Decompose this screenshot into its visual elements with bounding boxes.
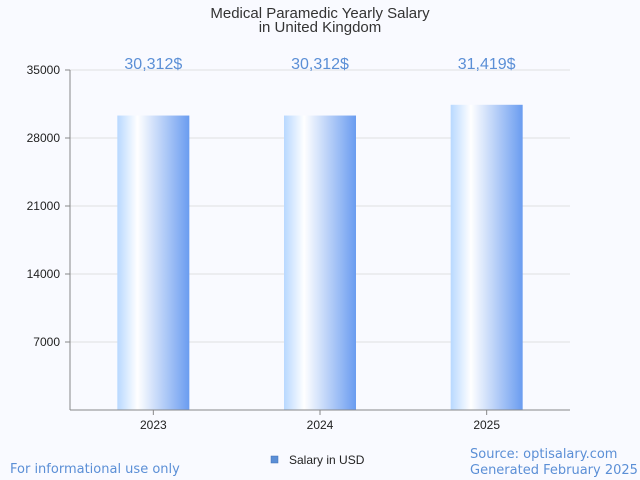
bar-2024 xyxy=(284,115,356,410)
bars xyxy=(117,104,523,410)
x-tick-label-2025: 2025 xyxy=(473,418,500,432)
source-block: Source: optisalary.com Generated Februar… xyxy=(470,447,638,479)
y-axis-ticks: 35000 28000 21000 14000 7000 xyxy=(27,63,70,349)
legend-swatch xyxy=(270,455,279,464)
y-tick-label: 35000 xyxy=(27,63,61,77)
data-label-2024: 30,312$ xyxy=(291,56,349,73)
x-tick-label-2023: 2023 xyxy=(140,418,167,432)
bar-2025 xyxy=(450,104,523,410)
chart-title-line-2: in United Kingdom xyxy=(259,19,382,36)
chart-title-line-1: Medical Paramedic Yearly Salary xyxy=(210,5,430,22)
data-label-2023: 30,312$ xyxy=(124,56,182,73)
source-text: Source: optisalary.com xyxy=(470,447,618,462)
bar-2023 xyxy=(117,115,190,410)
data-label-2025: 31,419$ xyxy=(458,56,516,73)
y-tick-label: 28000 xyxy=(27,131,61,145)
data-labels: 30,312$ 30,312$ 31,419$ xyxy=(124,56,515,73)
y-tick-label: 21000 xyxy=(27,199,61,213)
legend-label: Salary in USD xyxy=(289,453,365,467)
y-tick-label: 14000 xyxy=(27,267,61,281)
x-axis-ticks: 2023 2024 2025 xyxy=(140,410,500,432)
y-tick-label: 7000 xyxy=(33,335,60,349)
x-tick-label-2024: 2024 xyxy=(307,418,334,432)
generated-text: Generated February 2025 xyxy=(470,463,638,478)
disclaimer-text: For informational use only xyxy=(10,462,180,477)
legend: Salary in USD xyxy=(270,453,365,467)
